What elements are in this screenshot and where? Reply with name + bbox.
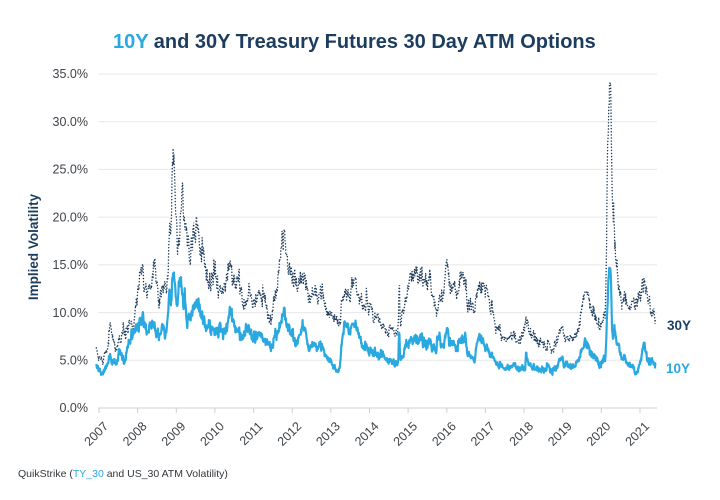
svg-text:10Y: 10Y	[666, 361, 690, 376]
svg-text:35.0%: 35.0%	[53, 67, 88, 81]
svg-text:10.0%: 10.0%	[53, 306, 88, 320]
svg-text:25.0%: 25.0%	[53, 163, 88, 177]
svg-text:30Y: 30Y	[667, 318, 691, 333]
svg-text:20.0%: 20.0%	[53, 210, 88, 224]
svg-text:QuikStrike (TY_30 and US_30 AT: QuikStrike (TY_30 and US_30 ATM Volatili…	[18, 468, 228, 480]
svg-text:Implied Volatility: Implied Volatility	[26, 193, 41, 300]
svg-text:0.0%: 0.0%	[60, 401, 89, 415]
svg-text:5.0%: 5.0%	[60, 354, 89, 368]
svg-text:15.0%: 15.0%	[53, 258, 88, 272]
svg-text:30.0%: 30.0%	[53, 115, 88, 129]
svg-text:10Y and 30Y Treasury Futures 3: 10Y and 30Y Treasury Futures 30 Day ATM …	[113, 31, 596, 53]
